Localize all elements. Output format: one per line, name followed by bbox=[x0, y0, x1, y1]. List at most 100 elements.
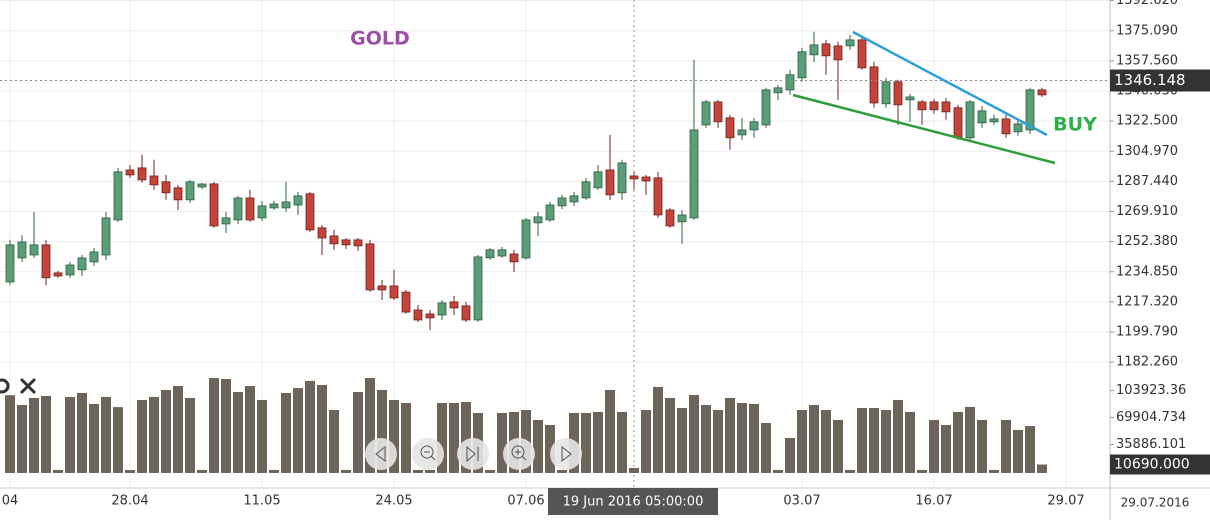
volume-bar bbox=[341, 469, 351, 473]
volume-bar bbox=[497, 412, 507, 473]
candle-body bbox=[425, 313, 435, 319]
volume-bar bbox=[533, 419, 543, 473]
volume-bar bbox=[53, 469, 63, 473]
axis: 1392.6201375.0901357.5601340.0301322.500… bbox=[2, 0, 1210, 509]
volume-bar bbox=[725, 397, 735, 473]
volume-bar bbox=[1013, 429, 1023, 473]
candle-body bbox=[821, 43, 831, 57]
toolbar bbox=[365, 438, 582, 470]
y-tick-label: 1287.440 bbox=[1116, 174, 1178, 189]
candle-body bbox=[137, 167, 147, 181]
candle-body bbox=[905, 96, 915, 101]
trend-line-lower bbox=[792, 93, 1056, 165]
grid bbox=[0, 0, 1110, 488]
crosshair-label: 19 Jun 2016 05:00:00 bbox=[563, 495, 704, 510]
volume-label: 10690.000 bbox=[1114, 457, 1190, 473]
icon bbox=[424, 451, 436, 461]
candle-body bbox=[5, 244, 15, 283]
settings-button[interactable] bbox=[0, 378, 10, 394]
candle-body bbox=[509, 253, 519, 263]
volume-bar bbox=[713, 409, 723, 473]
zoom-in-button[interactable] bbox=[503, 438, 535, 470]
volume-bar bbox=[629, 467, 639, 473]
volume-bar bbox=[953, 411, 963, 473]
candle-body bbox=[101, 217, 111, 256]
volume-bar bbox=[617, 411, 627, 473]
x-tick-label: 07.06 bbox=[507, 494, 544, 509]
volume-bar bbox=[485, 469, 495, 473]
candle-body bbox=[437, 302, 447, 316]
candle-body bbox=[1001, 118, 1011, 135]
volume-bar bbox=[305, 380, 315, 473]
candle-body bbox=[521, 219, 531, 259]
candle-body bbox=[845, 39, 855, 47]
volume-bar bbox=[149, 396, 159, 473]
volume-bar bbox=[197, 469, 207, 473]
candle-body bbox=[677, 214, 687, 223]
candle-body bbox=[449, 301, 459, 309]
candle-body bbox=[473, 256, 483, 321]
volume-bar bbox=[581, 412, 591, 473]
candle-body bbox=[773, 87, 783, 94]
candle-body bbox=[953, 107, 963, 139]
scroll-left-button[interactable] bbox=[365, 438, 397, 470]
volume-bar bbox=[377, 389, 387, 473]
candle-body bbox=[461, 305, 471, 321]
volume-bar bbox=[161, 389, 171, 473]
x-tick-label: 24.05 bbox=[375, 494, 412, 509]
candle-body bbox=[185, 181, 195, 201]
candle-body bbox=[1037, 89, 1047, 96]
volume-bar bbox=[413, 469, 423, 473]
candle-body bbox=[1025, 89, 1035, 131]
candle-body bbox=[869, 66, 879, 104]
volume-bar bbox=[833, 419, 843, 473]
volume-bar bbox=[65, 396, 75, 473]
button-bg bbox=[365, 438, 397, 470]
end-date-label: 29.07.2016 bbox=[1121, 496, 1190, 510]
volume-bar bbox=[125, 469, 135, 473]
candle-body bbox=[569, 195, 579, 203]
volume-bar bbox=[701, 404, 711, 473]
candle-body bbox=[281, 201, 291, 209]
candle-body bbox=[17, 241, 27, 259]
volume-bar bbox=[641, 409, 651, 473]
icon bbox=[511, 445, 525, 459]
close-button[interactable] bbox=[19, 377, 37, 395]
volume-bar bbox=[893, 399, 903, 473]
volume-bar bbox=[29, 397, 39, 473]
volume-bar bbox=[653, 386, 663, 473]
candle-body bbox=[965, 101, 975, 139]
volume-bar bbox=[821, 409, 831, 473]
volume-bar bbox=[749, 403, 759, 473]
y-tick-label: 1392.620 bbox=[1116, 0, 1178, 8]
candle-body bbox=[857, 39, 867, 69]
panel-tools bbox=[0, 377, 37, 395]
zoom-out-button[interactable] bbox=[412, 438, 444, 470]
candle-body bbox=[65, 264, 75, 276]
candle-body bbox=[665, 209, 675, 227]
settings-icon bbox=[0, 378, 10, 394]
y-tick-label: 1252.380 bbox=[1116, 234, 1178, 249]
candle-body bbox=[29, 244, 39, 256]
candle-body bbox=[149, 175, 159, 186]
volume-bar bbox=[809, 404, 819, 473]
candle-body bbox=[809, 44, 819, 56]
volume-bar bbox=[173, 386, 183, 473]
y-tick-label: 1234.850 bbox=[1116, 264, 1178, 279]
candle-body bbox=[341, 239, 351, 246]
volume-tick-label: 35886.101 bbox=[1116, 437, 1186, 452]
plot bbox=[0, 31, 1110, 473]
x-tick-label: 16.07 bbox=[915, 494, 952, 509]
volume-bar bbox=[989, 469, 999, 473]
annotation: BUY bbox=[1053, 114, 1097, 136]
volume-bar bbox=[461, 401, 471, 473]
candle-body bbox=[725, 117, 735, 139]
candle-body bbox=[593, 171, 603, 189]
volume-bar bbox=[605, 389, 615, 473]
reset-button[interactable] bbox=[457, 438, 489, 470]
scroll-right-button[interactable] bbox=[550, 438, 582, 470]
candle-body bbox=[245, 197, 255, 221]
candle-body bbox=[737, 129, 747, 136]
y-tick-label: 1322.500 bbox=[1116, 114, 1178, 129]
